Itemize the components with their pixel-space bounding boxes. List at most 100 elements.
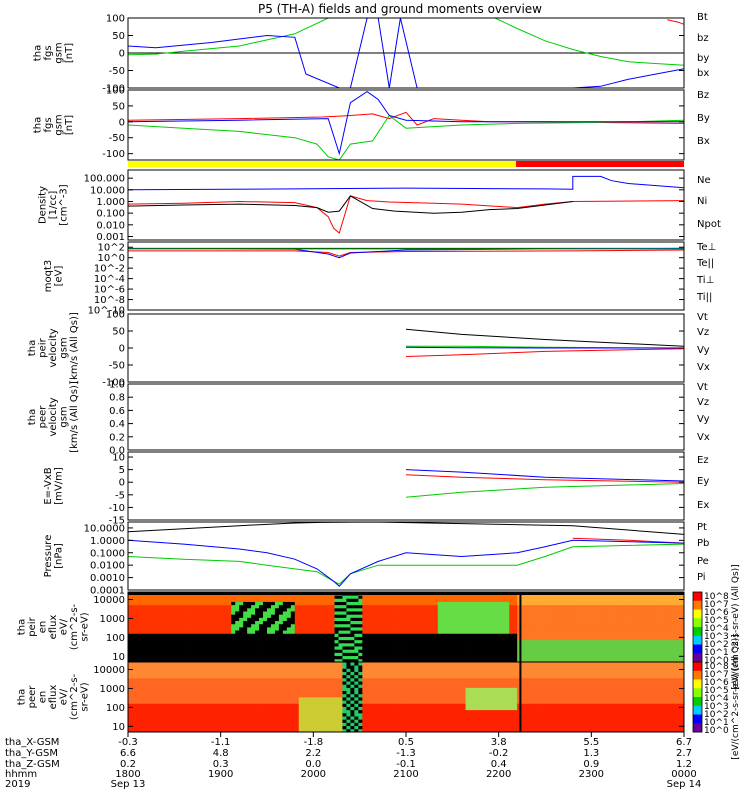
- heatmap-cell: [131, 620, 137, 625]
- heatmap-cell: [409, 728, 415, 733]
- heatmap-cell: [505, 620, 510, 625]
- heatmap-cell: [525, 627, 530, 631]
- heatmap-cell: [211, 639, 216, 644]
- heatmap-cell: [525, 636, 530, 641]
- heatmap-cell: [497, 627, 502, 631]
- heatmap-cell: [179, 595, 184, 599]
- heatmap-cell: [191, 722, 196, 727]
- heatmap-cell: [251, 636, 256, 641]
- heatmap-cell: [163, 693, 169, 698]
- heatmap-cell: [429, 617, 435, 622]
- heatmap-cell: [306, 697, 312, 701]
- heatmap-cell: [413, 728, 419, 733]
- heatmap-cell: [310, 684, 316, 688]
- heatmap-cell: [680, 630, 685, 634]
- heatmap-cell: [529, 642, 534, 647]
- heatmap-cell: [179, 639, 184, 644]
- heatmap-cell: [227, 706, 232, 711]
- heatmap-cell: [139, 604, 145, 609]
- heatmap-cell: [366, 690, 371, 695]
- heatmap-cell: [386, 652, 391, 657]
- heatmap-cell: [489, 595, 494, 599]
- heatmap-cell: [350, 623, 355, 628]
- heatmap-cell: [568, 649, 574, 653]
- heatmap-cell: [143, 620, 149, 625]
- heatmap-cell: [294, 614, 300, 618]
- heatmap-cell: [386, 614, 391, 618]
- heatmap-cell: [263, 706, 268, 711]
- heatmap-cell: [370, 674, 375, 679]
- heatmap-cell: [600, 598, 605, 602]
- heatmap-cell: [413, 633, 419, 637]
- heatmap-cell: [274, 706, 280, 711]
- heatmap-cell: [632, 630, 637, 634]
- heatmap-cell: [556, 607, 562, 612]
- heatmap-cell: [386, 607, 391, 612]
- heatmap-cell: [147, 668, 153, 672]
- heatmap-cell: [286, 693, 292, 698]
- heatmap-cell: [322, 697, 327, 701]
- heatmap-cell: [235, 604, 240, 609]
- heatmap-cell: [179, 725, 184, 730]
- heatmap-cell: [394, 646, 399, 650]
- heatmap-cell: [370, 712, 375, 717]
- heatmap-cell: [560, 636, 566, 641]
- heatmap-cell: [560, 652, 566, 657]
- heatmap-cell: [552, 617, 558, 622]
- heatmap-cell: [592, 623, 598, 628]
- heatmap-cell: [243, 690, 248, 695]
- heatmap-cell: [660, 601, 665, 606]
- heatmap-cell: [382, 620, 387, 625]
- heatmap-cell: [382, 712, 387, 717]
- heatmap-cell: [270, 677, 276, 682]
- heatmap-cell: [676, 633, 681, 637]
- heatmap-cell: [556, 627, 562, 631]
- heatmap-cell: [243, 658, 248, 663]
- heatmap-cell: [429, 655, 435, 660]
- heatmap-cell: [247, 677, 252, 682]
- heatmap-cell: [513, 655, 518, 660]
- heatmap-cell: [382, 636, 387, 641]
- heatmap-cell: [175, 687, 181, 692]
- heatmap-cell: [354, 655, 359, 660]
- heatmap-cell: [195, 639, 200, 644]
- heatmap-cell: [143, 598, 149, 602]
- heatmap-cell: [390, 725, 395, 730]
- heatmap-cell: [294, 681, 300, 685]
- heatmap-cell: [286, 620, 292, 625]
- heatmap-cell: [255, 671, 260, 676]
- heatmap-cell: [310, 671, 316, 676]
- heatmap-cell: [227, 655, 232, 660]
- heatmap-cell: [183, 706, 188, 711]
- ylabel-line: eflux: [48, 615, 59, 640]
- heatmap-cell: [469, 636, 474, 641]
- heatmap-cell: [461, 614, 466, 618]
- heatmap-cell: [302, 642, 308, 647]
- heatmap-cell: [441, 633, 447, 637]
- heatmap-cell: [358, 617, 363, 622]
- heatmap-cell: [211, 642, 216, 647]
- heatmap-cell: [302, 623, 308, 628]
- heatmap-cell: [644, 601, 649, 606]
- heatmap-cell: [386, 668, 391, 672]
- heatmap-cell: [382, 703, 387, 707]
- heatmap-cell: [628, 614, 633, 618]
- heatmap-cell: [576, 598, 582, 602]
- heatmap-cell: [620, 601, 625, 606]
- heatmap-cell: [453, 607, 459, 612]
- heatmap-cell: [346, 658, 351, 663]
- heatmap-cell: [334, 617, 339, 622]
- heatmap-cell: [251, 652, 256, 657]
- heatmap-cell: [525, 652, 530, 657]
- heatmap-cell: [672, 630, 677, 634]
- heatmap-cell: [545, 630, 550, 634]
- heatmap-cell: [465, 658, 470, 663]
- heatmap-cell: [286, 700, 292, 704]
- heatmap-cell: [171, 662, 177, 666]
- heatmap-cell: [342, 690, 347, 695]
- heatmap-cell: [171, 646, 177, 650]
- heatmap-cell: [596, 658, 601, 663]
- heatmap-cell: [533, 607, 538, 612]
- ytick-label: 0.010: [96, 220, 125, 231]
- ytick-label: 100: [106, 86, 125, 97]
